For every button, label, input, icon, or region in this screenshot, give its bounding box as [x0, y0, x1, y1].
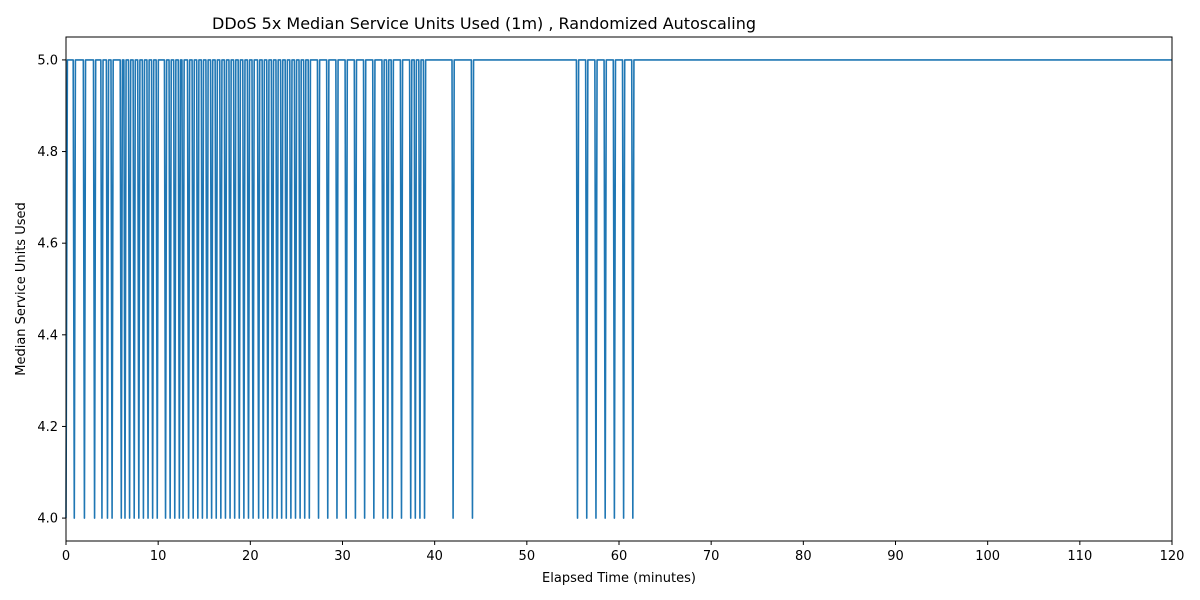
chart-title: DDoS 5x Median Service Units Used (1m) ,…: [212, 14, 756, 33]
x-tick-label: 120: [1160, 549, 1185, 564]
plot-area: [65, 36, 1173, 542]
x-tick-label: 30: [334, 549, 351, 564]
y-tick-label: 4.0: [37, 512, 58, 527]
x-axis-title: Elapsed Time (minutes): [542, 571, 696, 586]
plot-background: [66, 37, 1172, 541]
x-tick-label: 110: [1067, 549, 1092, 564]
y-tick-label: 4.2: [37, 420, 58, 435]
y-tick-label: 5.0: [37, 53, 58, 68]
y-tick-label: 4.4: [37, 328, 58, 343]
x-tick-label: 80: [795, 549, 812, 564]
series-line-median-service-units: [65, 59, 1172, 519]
x-tick-label: 70: [703, 549, 720, 564]
y-axis: 4.0 4.2 4.4 4.6 4.8 5.0: [37, 53, 66, 527]
x-tick-label: 90: [887, 549, 904, 564]
x-axis: 0 10 20 30 40 50 60 70 80 90 100 110 120: [62, 541, 1185, 564]
x-tick-label: 0: [62, 549, 70, 564]
x-tick-label: 40: [426, 549, 443, 564]
y-axis-title: Median Service Units Used: [14, 202, 29, 376]
y-tick-label: 4.8: [37, 145, 58, 160]
x-tick-label: 10: [150, 549, 167, 564]
y-tick-label: 4.6: [37, 237, 58, 252]
x-tick-label: 60: [611, 549, 628, 564]
x-tick-label: 100: [975, 549, 1000, 564]
x-tick-label: 20: [242, 549, 259, 564]
x-tick-label: 50: [519, 549, 536, 564]
